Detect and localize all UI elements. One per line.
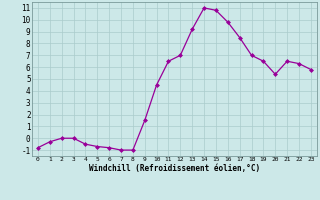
X-axis label: Windchill (Refroidissement éolien,°C): Windchill (Refroidissement éolien,°C)	[89, 164, 260, 173]
